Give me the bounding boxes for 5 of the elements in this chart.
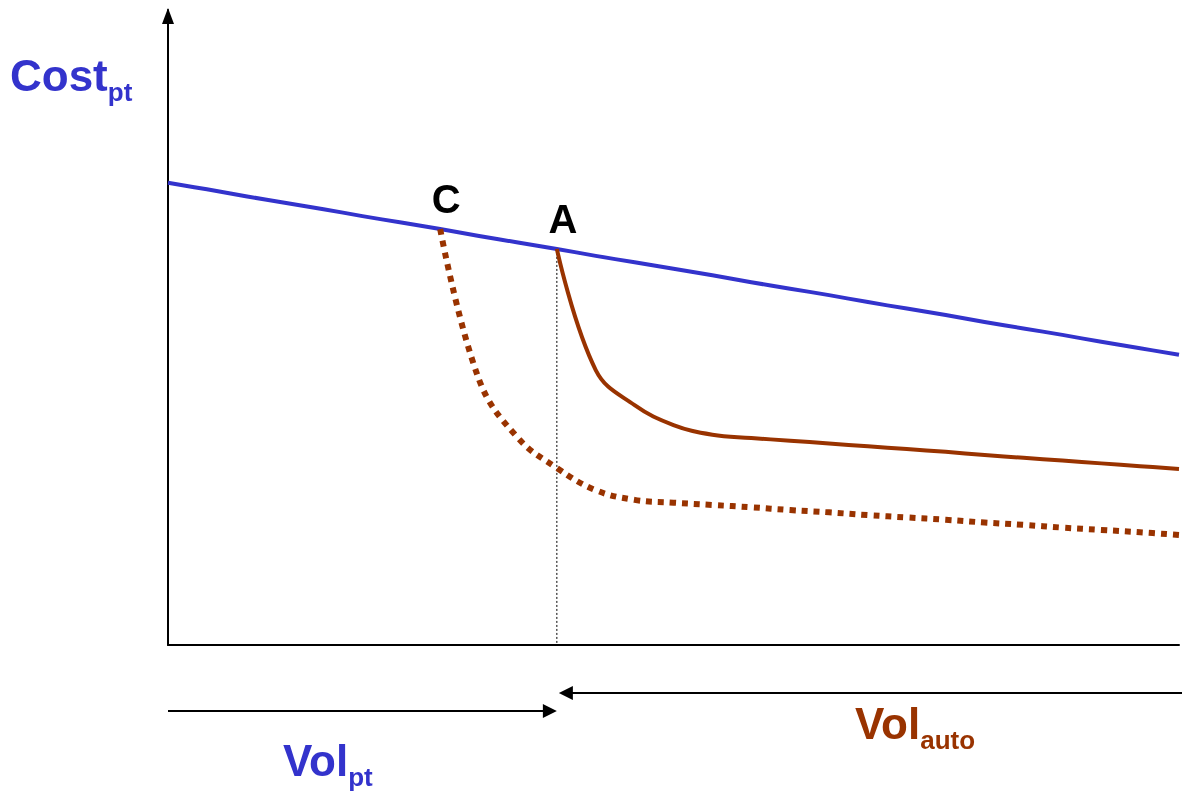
y-axis-title: Cost$_{pt}$ [10, 51, 133, 107]
text: Vol$_{auto}$ [855, 699, 976, 755]
x-axis-title: Vol$_{pt}$ [283, 736, 373, 792]
annotation: C [431, 177, 461, 222]
annotation: A [548, 196, 578, 241]
